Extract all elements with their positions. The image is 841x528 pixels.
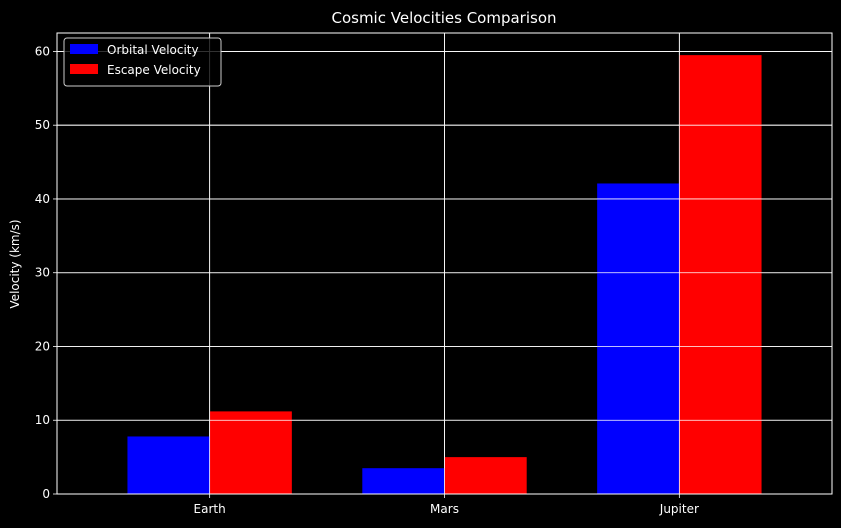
bar-orbital-earth <box>127 436 210 494</box>
y-tick-label: 10 <box>35 413 50 427</box>
y-tick-label: 20 <box>35 339 50 353</box>
legend-box <box>63 37 222 87</box>
bar-escape-mars <box>444 457 527 494</box>
y-axis-label: Velocity (km/s) <box>8 219 22 308</box>
bar-orbital-jupiter <box>597 183 680 494</box>
x-tick-label: Jupiter <box>659 502 699 516</box>
bars <box>127 55 762 495</box>
y-tick-label: 60 <box>35 44 50 58</box>
y-tick-label: 0 <box>42 487 50 501</box>
y-tick-label: 40 <box>35 192 50 206</box>
legend-label: Escape Velocity <box>107 63 201 77</box>
bar-orbital-mars <box>362 468 445 494</box>
legend-swatch <box>70 64 98 74</box>
legend-label: Orbital Velocity <box>107 43 199 57</box>
chart-title: Cosmic Velocities Comparison <box>331 9 556 27</box>
legend-swatch <box>70 44 98 54</box>
axis-ticks: 0 10 20 30 40 50 60 Earth Mars Jupiter <box>35 44 699 516</box>
legend: Orbital Velocity Escape Velocity <box>63 37 222 87</box>
bar-escape-earth <box>209 411 292 494</box>
x-tick-label: Earth <box>194 502 226 516</box>
x-tick-label: Mars <box>430 502 459 516</box>
y-tick-label: 30 <box>35 266 50 280</box>
bar-escape-jupiter <box>679 55 762 495</box>
y-tick-label: 50 <box>35 118 50 132</box>
